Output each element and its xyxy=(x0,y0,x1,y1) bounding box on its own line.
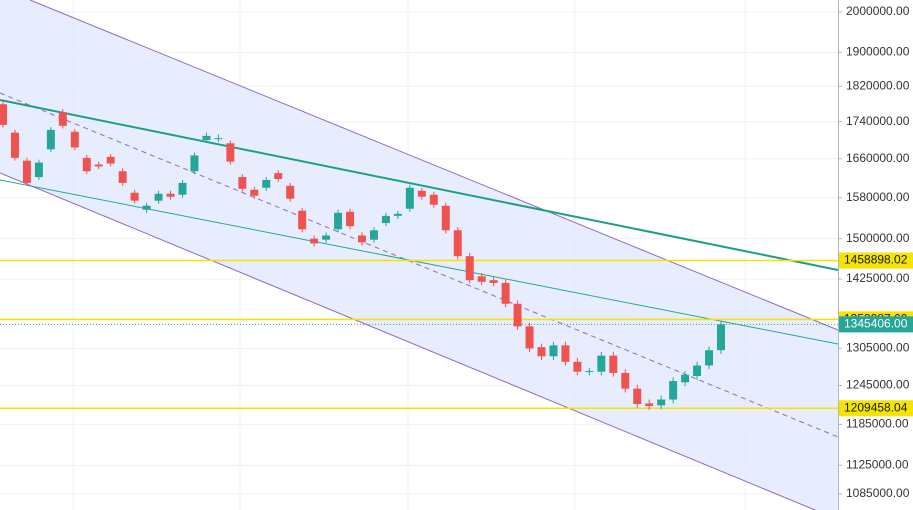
candle-body xyxy=(58,112,67,126)
candle-body xyxy=(238,177,247,189)
candle-body xyxy=(190,155,199,172)
candle-body xyxy=(681,374,690,383)
trend-line-thin xyxy=(0,179,839,345)
candle-body xyxy=(705,350,714,366)
candle-body xyxy=(226,143,235,162)
candle-body xyxy=(393,213,402,216)
candle-body xyxy=(501,282,510,304)
candle-body xyxy=(22,160,31,183)
candle-body xyxy=(441,205,450,231)
trend-line xyxy=(0,99,839,271)
candles xyxy=(0,101,725,410)
candle-body xyxy=(70,131,79,148)
price-label-box xyxy=(839,252,913,269)
candle-body xyxy=(130,192,139,201)
price-label: 1458898.02 xyxy=(844,253,908,267)
candle-body xyxy=(142,205,151,210)
channel-middle xyxy=(0,92,839,438)
y-tick-label: 2000000.00 xyxy=(846,4,910,18)
y-tick-label: 1245000.00 xyxy=(846,378,910,392)
y-tick-label: 1820000.00 xyxy=(846,78,910,92)
candle-body xyxy=(609,355,618,373)
candle-body xyxy=(46,129,55,150)
y-tick-label: 1085000.00 xyxy=(846,486,910,500)
y-tick-label: 1740000.00 xyxy=(846,114,910,128)
candle-body xyxy=(202,135,211,141)
candle-body xyxy=(106,156,115,164)
candle-body xyxy=(346,211,355,227)
candle-body xyxy=(310,238,319,244)
candle-body xyxy=(513,303,522,327)
candle-body xyxy=(717,324,725,351)
candle-body xyxy=(10,132,19,158)
candle-body xyxy=(417,190,426,197)
y-tick-label: 1580000.00 xyxy=(846,190,910,204)
candle-body xyxy=(358,235,366,243)
channel-upper xyxy=(29,0,839,331)
candle-body xyxy=(525,326,534,349)
candle-body xyxy=(322,235,331,240)
candle-body xyxy=(477,276,486,282)
candle-body xyxy=(274,173,283,179)
candle-body xyxy=(645,403,654,406)
channel-lower xyxy=(0,172,816,510)
candle-body xyxy=(549,345,558,357)
candle-body xyxy=(154,193,163,201)
candle-body xyxy=(166,193,175,197)
price-label-box xyxy=(839,316,913,333)
candle-body xyxy=(0,104,7,125)
candle-body xyxy=(262,179,271,188)
candle-body xyxy=(585,371,594,373)
candle-body xyxy=(214,138,223,140)
candle-body xyxy=(693,365,702,377)
price-label: 1209458.04 xyxy=(844,400,908,414)
candle-body xyxy=(573,361,582,372)
candle-body xyxy=(298,210,307,230)
price-label-box xyxy=(839,400,913,417)
price-axis-labels: 2000000.00 1900000.00 1820000.00 1740000.00… xyxy=(838,4,910,500)
y-tick-label: 1900000.00 xyxy=(846,45,910,59)
candle-body xyxy=(597,355,606,372)
y-tick-label: 1185000.00 xyxy=(846,417,909,431)
candle-body xyxy=(633,388,642,405)
candle-body xyxy=(178,182,187,195)
candle-body xyxy=(537,347,546,357)
candle-body xyxy=(334,212,343,230)
candle-body xyxy=(82,157,91,172)
y-tick-label: 1425000.00 xyxy=(846,271,910,285)
candle-body xyxy=(405,187,414,209)
candle-body xyxy=(250,189,259,196)
candle-body xyxy=(561,345,570,362)
candle-body xyxy=(465,256,474,281)
candle-body xyxy=(369,230,378,240)
price-lines xyxy=(0,259,838,410)
candle-body xyxy=(381,215,390,224)
y-tick-label: 1305000.00 xyxy=(846,341,910,355)
candle-body xyxy=(429,194,438,205)
y-tick-label: 1500000.00 xyxy=(846,231,910,245)
candle-body xyxy=(669,381,678,400)
candle-body xyxy=(621,372,630,389)
candle-body xyxy=(453,230,462,257)
candle-body xyxy=(657,399,666,406)
y-tick-label: 1660000.00 xyxy=(846,151,910,165)
candle-body xyxy=(489,280,498,283)
y-tick-label: 1125000.00 xyxy=(846,458,909,472)
price-label: 1345406.00 xyxy=(844,317,908,331)
candle-body xyxy=(118,171,127,183)
candle-body xyxy=(94,164,103,167)
candle-body xyxy=(34,162,43,178)
candle-body xyxy=(286,185,295,199)
